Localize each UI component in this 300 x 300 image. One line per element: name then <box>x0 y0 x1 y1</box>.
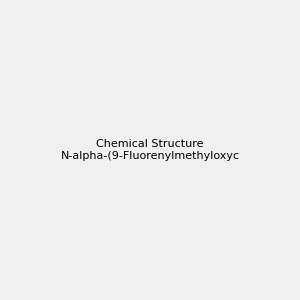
Text: Chemical Structure
N-alpha-(9-Fluorenylmethyloxyc: Chemical Structure N-alpha-(9-Fluorenylm… <box>60 139 240 161</box>
